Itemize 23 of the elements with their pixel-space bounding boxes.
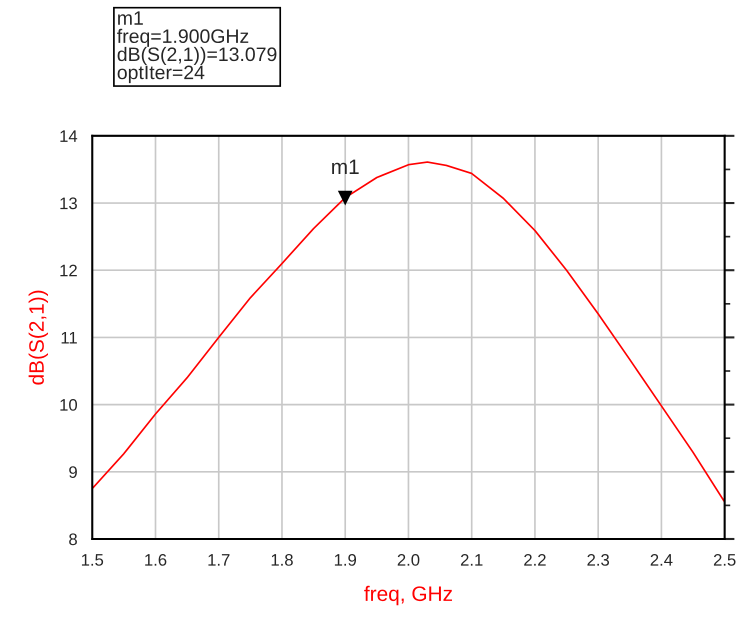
- y-tick-label: 12: [60, 264, 77, 276]
- y-axis-title: dB(S(2,1)): [28, 290, 48, 385]
- y-tick-label: 9: [69, 466, 77, 478]
- x-tick-label: 1.7: [208, 554, 230, 566]
- annotation: m1: [332, 160, 359, 174]
- x-tick-label: 2.2: [524, 554, 546, 566]
- x-tick-label: 1.8: [272, 554, 293, 566]
- text: m1 freq=1.900GHz dB(S(2,1))=13.079 optIter=24: [117, 11, 276, 84]
- x-tick-label: 2.3: [587, 554, 610, 566]
- y-tick-label: 10: [60, 399, 78, 411]
- x-tick-label: 2.1: [460, 554, 482, 566]
- x-tick-label: 1.9: [334, 554, 356, 566]
- y-tick-label: 14: [60, 130, 78, 142]
- y-tick-label: 11: [62, 332, 77, 344]
- y-tick-label: 8: [69, 533, 77, 546]
- x-tick-label: 1.6: [145, 554, 166, 566]
- x-tick-label: 2.0: [398, 554, 420, 566]
- line-series: [92, 161, 725, 503]
- x-tick-label: 1.5: [82, 554, 104, 566]
- x-axis-title: freq, GHz: [364, 586, 452, 606]
- x-tick-label: 2.5: [714, 554, 736, 566]
- y-tick-label: 13: [60, 197, 77, 210]
- x-tick-label: 2.4: [650, 554, 673, 566]
